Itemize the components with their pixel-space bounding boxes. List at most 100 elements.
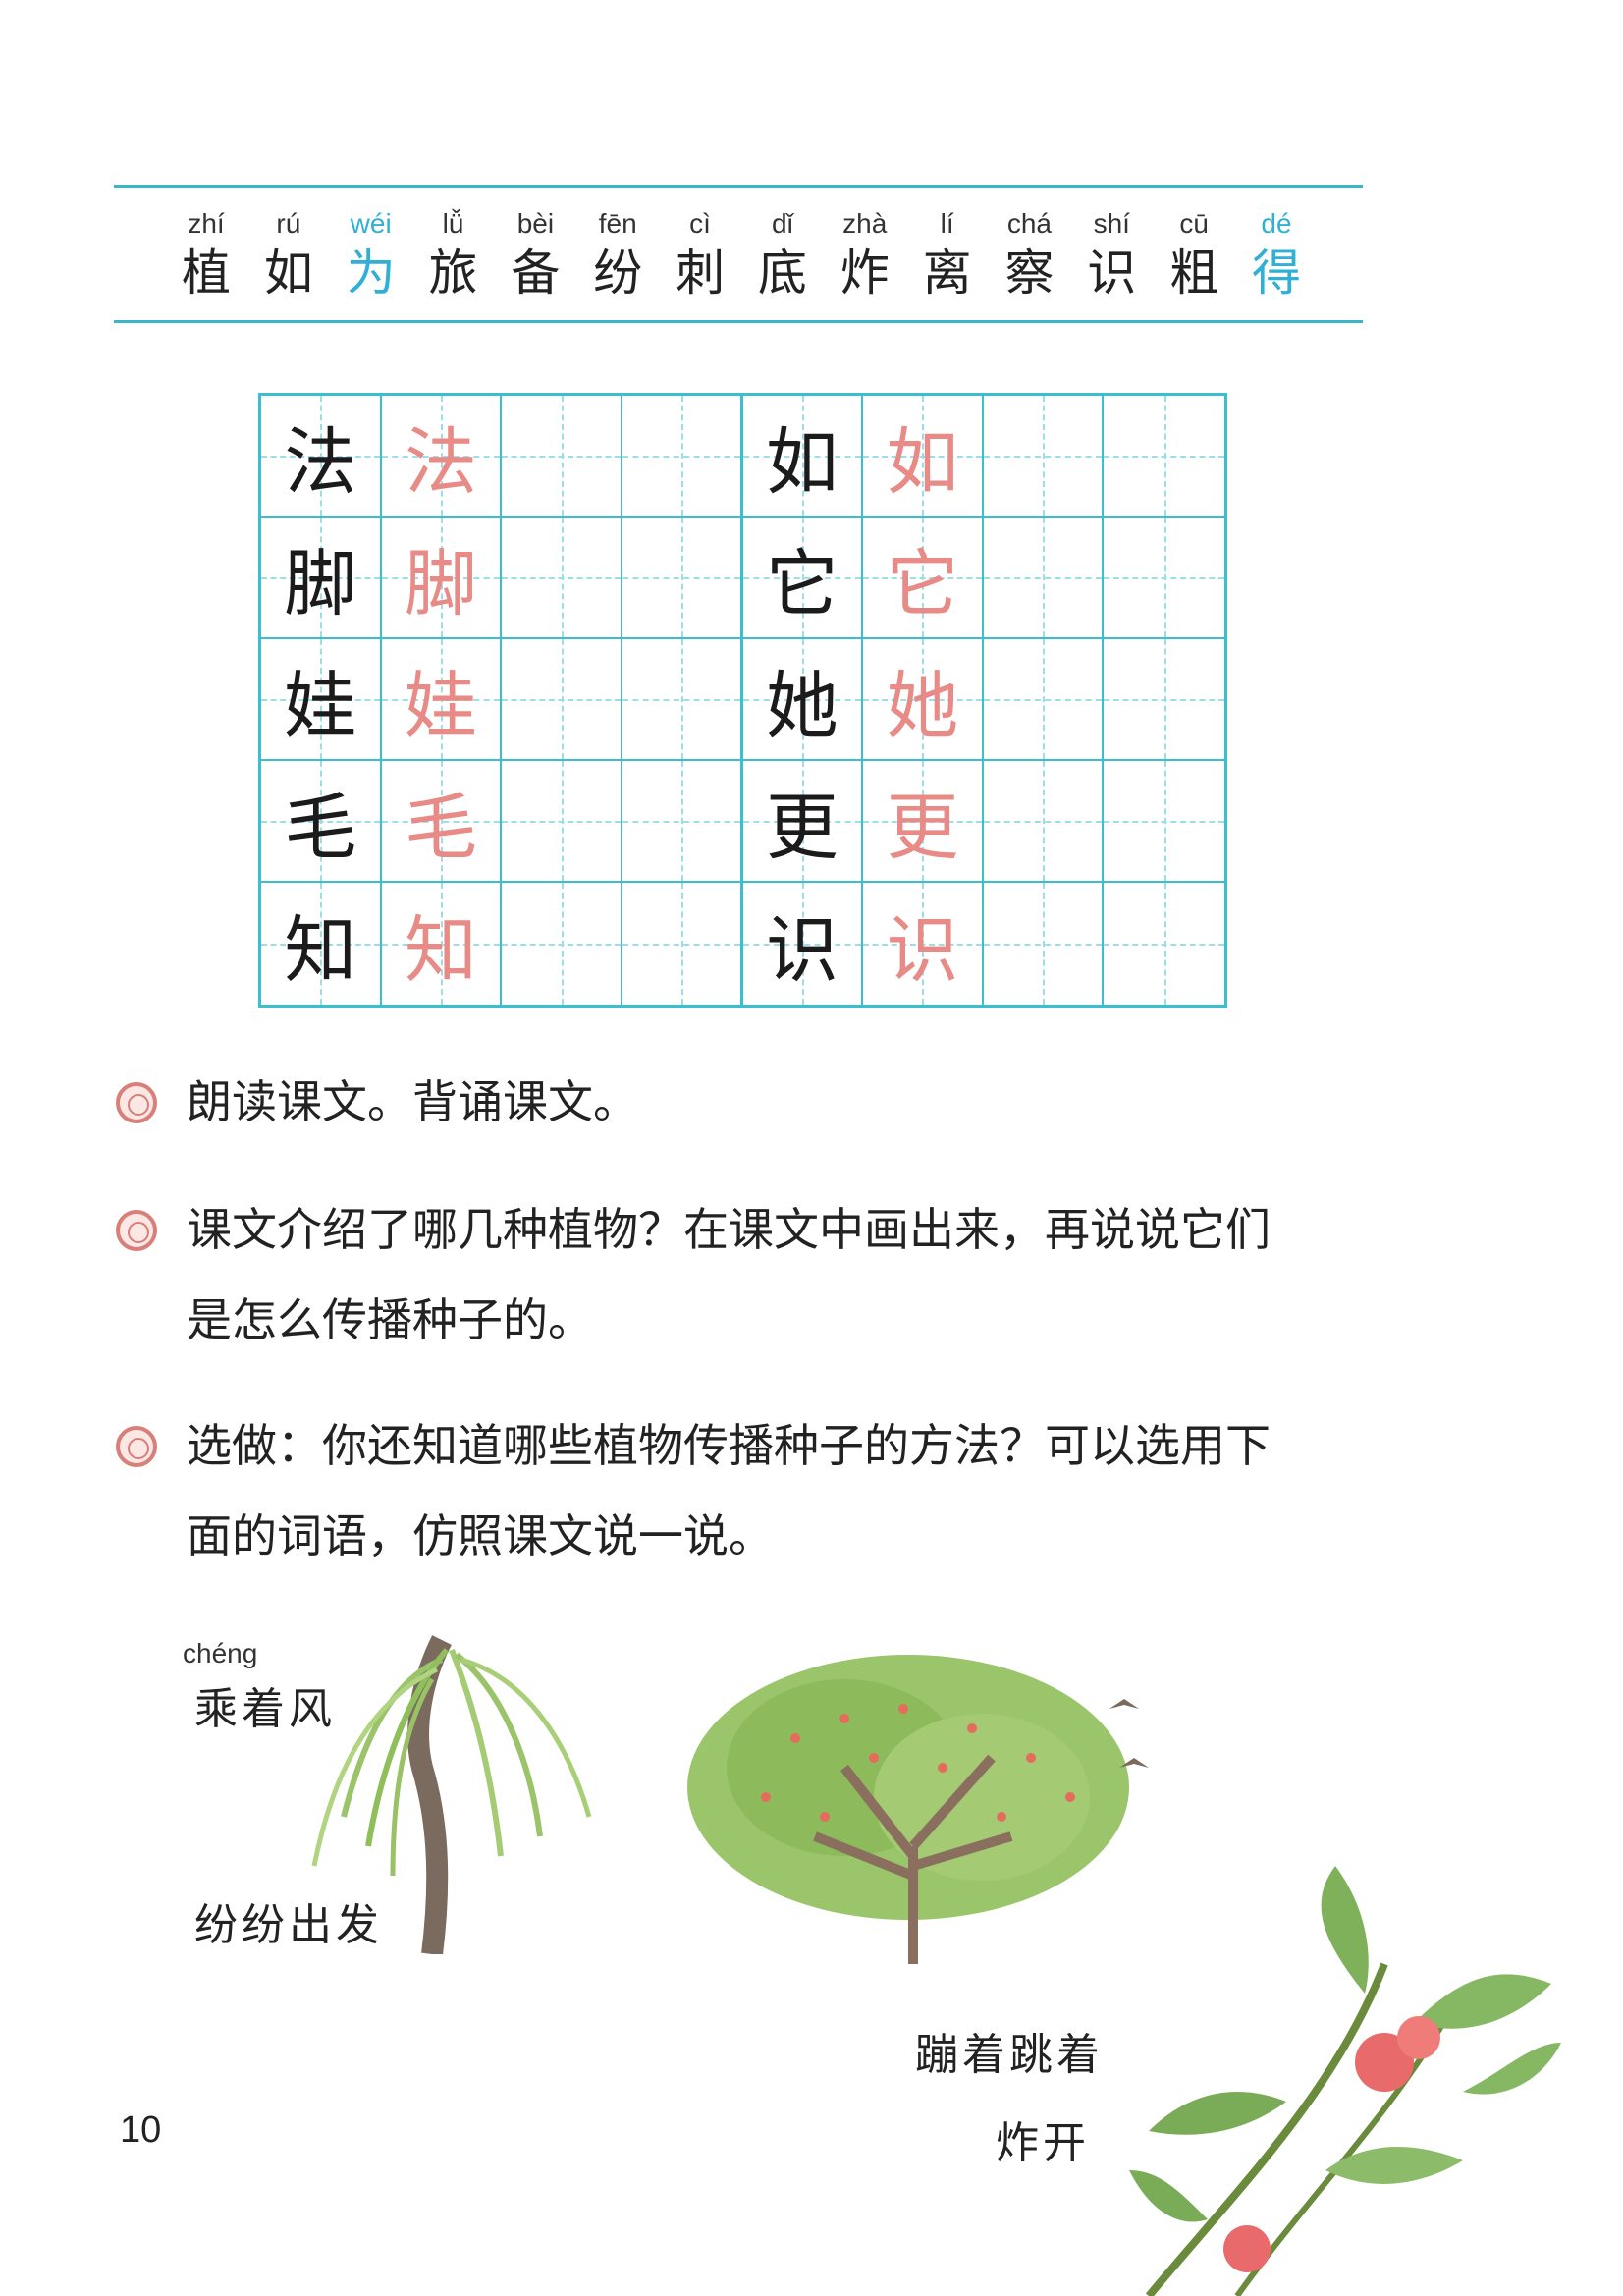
vocab-item-highlighted: dé 得 [1237,204,1316,302]
exercise-seal-icon [116,1082,157,1123]
vocab-item: lǚ 旅 [414,204,493,302]
illustration-pinyin: chéng [183,1638,258,1668]
exercise-seal-icon [116,1426,157,1467]
illustration-label: 乘着风 [194,1684,336,1734]
illustration-label: 蹦着跳着 [915,2030,1104,2080]
grid-cell-trace: 更 [863,761,984,883]
grid-cell-trace: 脚 [381,518,503,639]
grid-cell-blank [622,883,743,1005]
vocab-pinyin: fēn [598,208,637,239]
grid-cell-blank [983,883,1105,1005]
vocab-item: chá 察 [990,204,1068,302]
vocab-pinyin: cì [689,208,711,239]
vocab-bottom-rule [114,320,1363,323]
vocab-item: rú 如 [249,204,328,302]
grid-cell-blank [1104,396,1224,518]
vocab-character: 察 [1004,245,1055,301]
model-character: 更 [765,785,839,870]
grid-cell-blank [622,518,743,639]
exercise-text: 课文介绍了哪几种植物？在课文中画出来，再说说它们 [187,1203,1271,1256]
vocab-pinyin: bèi [516,208,555,239]
vocab-item: shí 识 [1072,204,1151,302]
trace-character: 法 [404,419,477,505]
grid-cell-blank [622,396,743,518]
vocab-character: 植 [182,245,231,301]
grid-cell-blank [622,639,743,761]
trace-character: 脚 [404,541,477,627]
exercise-seal-icon [116,1210,157,1251]
model-character: 毛 [284,785,357,870]
model-character: 它 [765,541,839,627]
exercise-text: 是怎么传播种子的。 [187,1293,593,1346]
grid-cell-trace: 法 [381,396,503,518]
vocab-character: 如 [263,245,313,301]
trace-character: 娃 [404,663,477,748]
grid-cell-trace: 它 [863,518,984,639]
vocab-pinyin: zhà [842,208,888,239]
exercise-1: 朗读课文。背诵课文。 [187,1057,1384,1147]
vocab-character: 炸 [839,245,890,301]
grid-cell-model: 如 [742,396,864,518]
vocab-pinyin: dǐ [772,208,793,239]
vocab-character: 刺 [676,245,726,301]
trace-character: 如 [886,419,959,505]
vocab-item: cū 粗 [1155,204,1233,302]
grid-cell-model: 娃 [261,639,382,761]
grid-cell-blank [502,639,622,761]
grid-cell-blank [983,518,1105,639]
vocab-character: 识 [1087,245,1137,301]
exercise-text: 选做：你还知道哪些植物传播种子的方法？可以选用下 [187,1419,1271,1472]
grid-cell-trace: 娃 [381,639,503,761]
grid-cell-trace: 毛 [381,761,503,883]
grid-cell-model: 法 [261,396,382,518]
grid-cell-blank [1104,883,1224,1005]
vocab-item: fēn 纷 [578,204,657,302]
vocab-item: cì 刺 [661,204,739,302]
trace-character: 知 [404,907,477,993]
illustration-label: 纷纷出发 [194,1900,383,1950]
vocab-item: zhà 炸 [826,204,904,302]
grid-cell-blank [502,518,622,639]
trace-character: 她 [886,663,959,748]
grid-cell-blank [983,639,1105,761]
vocab-item-highlighted: wéi 为 [332,204,410,302]
model-character: 识 [765,907,839,993]
vocab-character: 纷 [593,245,643,301]
grid-cell-trace: 她 [863,639,984,761]
grid-cell-blank [1104,518,1224,639]
vocab-pinyin: chá [1006,208,1053,239]
vocab-top-rule [114,185,1363,188]
vocab-item: lí 离 [908,204,987,302]
vocab-item: zhí 植 [167,204,245,302]
grid-cell-blank [502,396,622,518]
vocab-character: 旅 [428,245,478,301]
vocab-pinyin: lǚ [442,208,464,239]
grid-cell-trace: 识 [863,883,984,1005]
model-character: 法 [284,419,357,505]
vocab-pinyin: lí [940,208,954,239]
trace-character: 毛 [404,785,477,870]
vocab-character: 为 [346,245,396,301]
vocab-character: 备 [511,245,561,301]
vocab-pinyin: cū [1179,208,1209,239]
model-character: 如 [765,419,839,505]
vocab-pinyin: shí [1093,208,1130,239]
model-character: 知 [284,907,357,993]
vocab-item: dǐ 底 [743,204,822,302]
vocabulary-list: zhí 植 rú 如 wéi 为 lǚ 旅 bèi 备 fēn 纷 cì 刺 dǐ 底 zhà 炸… [167,204,1316,302]
trace-character: 更 [886,785,959,870]
grid-cell-blank [1104,639,1224,761]
balsam-plant-illustration [1129,1866,1561,2296]
grid-cell-model: 脚 [261,518,382,639]
grid-cell-model: 知 [261,883,382,1005]
grid-cell-blank [622,761,743,883]
exercise-3: 选做：你还知道哪些植物传播种子的方法？可以选用下 面的词语，仿照课文说一说。 [187,1400,1384,1581]
model-character: 娃 [284,663,357,748]
vocab-pinyin: rú [276,208,301,239]
vocab-character: 粗 [1169,245,1219,301]
vocab-character: 得 [1251,245,1301,301]
trace-character: 识 [886,907,959,993]
grid-cell-blank [983,396,1105,518]
willow-tree-illustration [311,1635,592,1954]
birds-icon [1109,1699,1149,1768]
